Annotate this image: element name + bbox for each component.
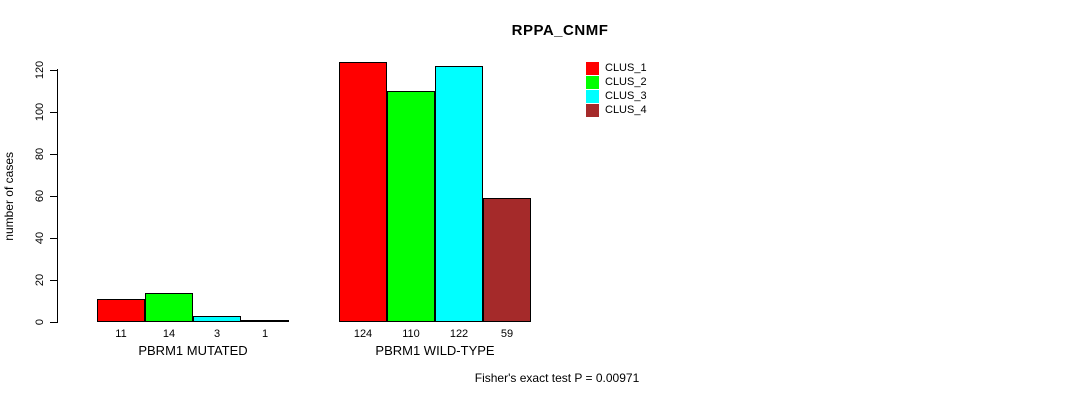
legend-item-clus_2: CLUS_2	[586, 75, 647, 89]
y-axis-tick	[50, 154, 57, 155]
bar-value-label: 122	[449, 328, 469, 340]
bar-clus_3	[435, 66, 483, 322]
legend-label: CLUS_1	[605, 62, 647, 74]
bar-value-label: 3	[213, 328, 221, 340]
y-axis-tick	[50, 280, 57, 281]
legend-label: CLUS_4	[605, 104, 647, 116]
y-axis-tick-label: 20	[34, 273, 46, 287]
y-axis-tick	[50, 70, 57, 71]
y-axis-tick	[50, 112, 57, 113]
x-axis-group-label: PBRM1 MUTATED	[138, 343, 248, 358]
legend-swatch	[586, 75, 599, 89]
bar-clus_2	[145, 293, 193, 322]
legend-label: CLUS_3	[605, 90, 647, 102]
stat-test-caption: Fisher's exact test P = 0.00971	[474, 371, 640, 385]
y-axis-label-container: number of cases	[2, 70, 16, 323]
y-axis-tick-label: 60	[34, 189, 46, 203]
bar-value-label: 11	[115, 328, 127, 340]
y-axis-tick-label: 80	[34, 147, 46, 161]
legend-item-clus_3: CLUS_3	[586, 89, 647, 103]
y-axis-tick	[50, 322, 57, 323]
bar-clus_2	[387, 91, 435, 322]
y-axis-tick	[50, 196, 57, 197]
legend-swatch	[586, 103, 599, 117]
y-axis-tick-label: 0	[34, 318, 46, 326]
y-axis-tick	[50, 238, 57, 239]
legend-item-clus_4: CLUS_4	[586, 103, 647, 117]
x-axis-group-label: PBRM1 WILD-TYPE	[375, 343, 495, 358]
y-axis-line	[57, 69, 58, 323]
bar-value-label: 124	[353, 328, 373, 340]
chart-title: RPPA_CNMF	[511, 22, 609, 39]
legend-swatch	[586, 89, 599, 103]
bar-clus_4	[241, 320, 289, 322]
legend-label: CLUS_2	[605, 76, 647, 88]
y-axis-tick-label: 100	[34, 102, 46, 122]
legend-item-clus_1: CLUS_1	[586, 61, 647, 75]
legend-swatch	[586, 61, 599, 75]
bar-clus_4	[483, 198, 531, 322]
bar-clus_1	[97, 299, 145, 322]
bar-clus_1	[339, 62, 387, 322]
bar-value-label: 14	[162, 328, 176, 340]
bar-value-label: 59	[500, 328, 514, 340]
y-axis-tick-label: 120	[34, 60, 46, 80]
bar-value-label: 1	[261, 328, 269, 340]
bar-clus_3	[193, 316, 241, 322]
bar-value-label: 110	[402, 328, 420, 340]
y-axis-tick-label: 40	[34, 231, 46, 245]
legend: CLUS_1 CLUS_2 CLUS_3 CLUS_4	[586, 61, 647, 117]
y-axis-label: number of cases	[2, 152, 16, 241]
